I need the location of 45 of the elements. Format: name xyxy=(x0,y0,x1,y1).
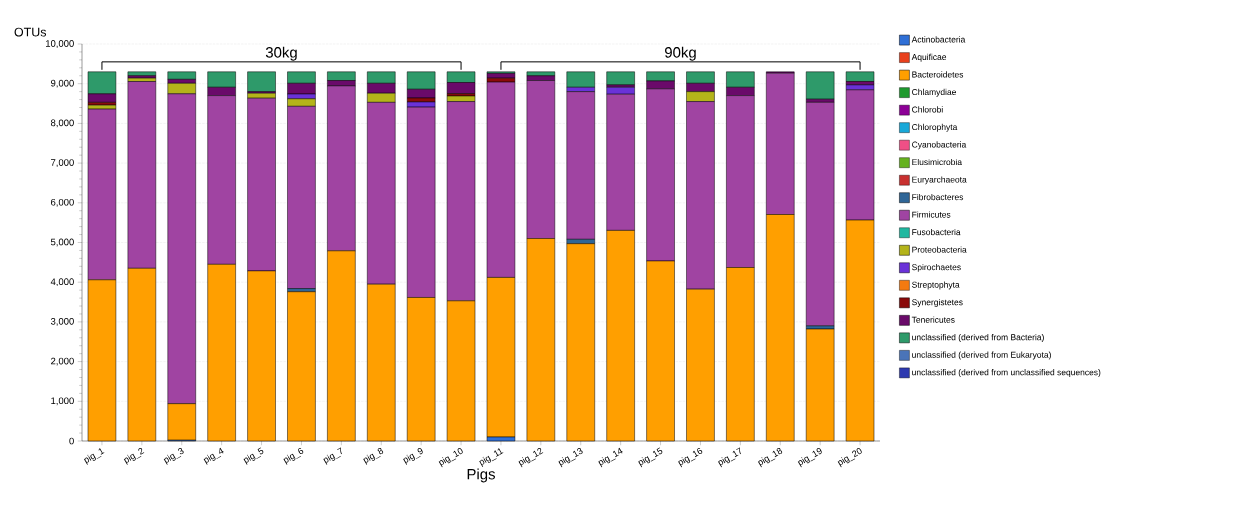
y-tick-label: 1,000 xyxy=(51,397,74,406)
legend-label: Chlamydiae xyxy=(912,88,956,97)
y-tick-label: 4,000 xyxy=(50,278,74,287)
legend-label: Spirochaetes xyxy=(912,263,961,272)
legend-label: Bacteroidetes xyxy=(912,71,964,78)
legend-label: Aquificae xyxy=(911,53,947,62)
bar xyxy=(247,71,276,92)
legend-label: Proteobacteria xyxy=(912,246,967,253)
y-tick-label: 9,000 xyxy=(50,79,74,88)
legend-label: unclassified (derived from Bacteria) xyxy=(912,334,1044,342)
annotation: 30kg xyxy=(265,46,297,61)
legend-label: Chlorobi xyxy=(912,106,943,113)
y-tick-label: 3,000 xyxy=(50,317,74,326)
legend-label: Fibrobacteres xyxy=(912,193,964,201)
legend-label: Euryarchaeota xyxy=(912,176,967,185)
y-tick-label: 5,000 xyxy=(50,238,74,247)
y-tick-label: 2,000 xyxy=(51,357,74,366)
annotation: 90kg xyxy=(665,46,696,61)
bar xyxy=(566,71,595,88)
bar xyxy=(805,102,835,327)
y-tick-label: 10,000 xyxy=(46,40,74,48)
bar xyxy=(327,71,356,81)
legend-label: Fusobacteria xyxy=(912,228,961,236)
legend-label: Cyanobacteria xyxy=(912,141,967,150)
y-tick-label: 8,000 xyxy=(50,119,74,128)
bar xyxy=(127,71,157,76)
y-tick-label: 7,000 xyxy=(51,159,74,168)
y-axis-title: OTUs xyxy=(14,27,47,37)
legend-label: Tenericutes xyxy=(911,316,955,323)
bar xyxy=(566,91,595,240)
x-axis-title: Pigs xyxy=(467,468,495,483)
y-tick-label: 0 xyxy=(69,437,74,445)
bar xyxy=(526,71,556,76)
bar xyxy=(805,71,835,100)
legend-label: Actinobacteria xyxy=(911,36,966,43)
y-tick-label: 6,000 xyxy=(51,198,74,207)
legend-label: Synergistetes xyxy=(912,299,963,307)
legend-label: Elusimicrobia xyxy=(912,158,962,166)
legend-label: Chlorophyta xyxy=(912,123,958,132)
bar xyxy=(167,71,196,80)
legend-label: unclassified (derived from Eukaryota) xyxy=(912,351,1051,360)
legend-label: Firmicutes xyxy=(912,211,951,218)
legend-label: Streptophyta xyxy=(912,281,960,290)
bar xyxy=(606,71,635,86)
legend-label: unclassified (derived from unclassified sequences) xyxy=(912,369,1101,377)
